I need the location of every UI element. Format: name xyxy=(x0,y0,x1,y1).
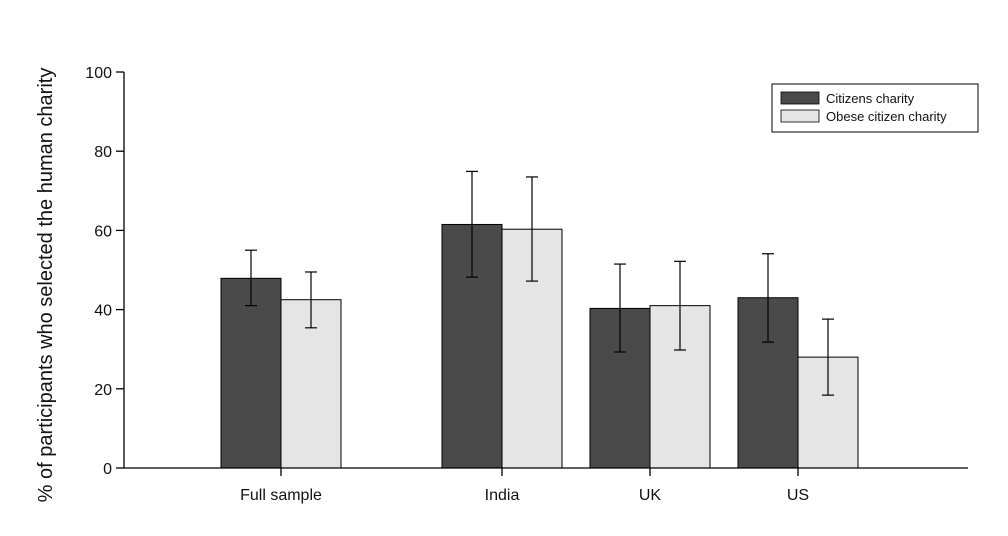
y-tick-label: 40 xyxy=(94,303,112,320)
y-tick-label: 0 xyxy=(103,461,112,478)
bar-citizens-0 xyxy=(220,277,282,469)
legend-label-obese: Obese citizen charity xyxy=(826,109,947,124)
y-tick-label: 20 xyxy=(94,382,112,399)
y-tick-label: 60 xyxy=(94,223,112,240)
x-tick-label: Full sample xyxy=(240,487,322,504)
x-tick-label: UK xyxy=(639,487,662,504)
y-axis-ticks: 0 20 40 60 80 100 xyxy=(85,65,124,478)
x-tick-label: India xyxy=(485,487,520,504)
y-tick-label: 100 xyxy=(85,65,112,82)
legend-swatch-citizens xyxy=(780,91,820,105)
x-axis-ticks: Full sample India UK US xyxy=(240,468,809,504)
legend: Citizens charity Obese citizen charity xyxy=(771,83,979,133)
legend-swatch-obese xyxy=(780,109,820,123)
x-tick-label: US xyxy=(787,487,809,504)
y-axis-title: % of participants who selected the human… xyxy=(35,68,57,503)
error-bars-layer xyxy=(245,170,834,396)
y-tick-label: 80 xyxy=(94,144,112,161)
legend-label-citizens: Citizens charity xyxy=(826,91,915,106)
bars-layer xyxy=(220,223,859,469)
